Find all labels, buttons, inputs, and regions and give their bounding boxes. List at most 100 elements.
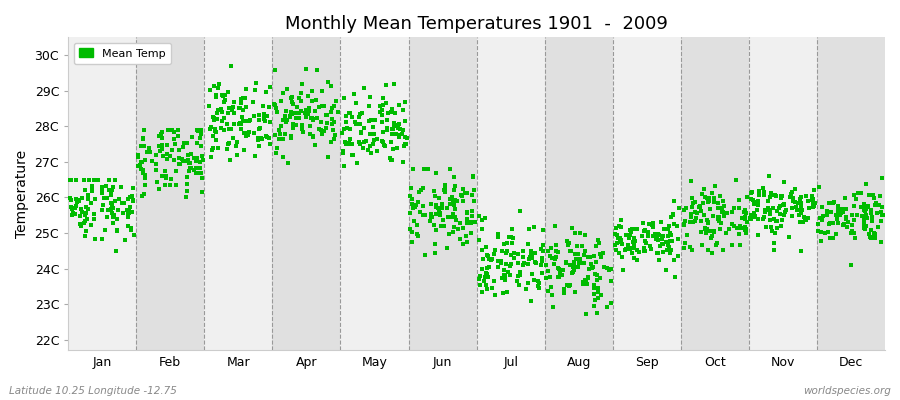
Point — [578, 232, 592, 238]
Point — [531, 283, 545, 289]
Point — [465, 208, 480, 214]
Point — [738, 227, 752, 233]
Point — [547, 223, 562, 229]
Point — [480, 271, 494, 277]
Point — [64, 176, 78, 183]
Point — [337, 148, 351, 154]
Point — [78, 218, 93, 224]
Point — [774, 195, 788, 201]
Point — [208, 126, 222, 132]
Point — [63, 177, 77, 184]
Point — [121, 211, 135, 217]
Point — [758, 207, 772, 213]
Point — [511, 260, 526, 266]
Point — [427, 222, 441, 228]
Point — [106, 212, 121, 218]
Point — [774, 192, 788, 199]
Point — [688, 199, 703, 206]
Point — [432, 210, 446, 216]
Point — [611, 222, 625, 229]
Point — [495, 248, 509, 254]
Point — [220, 146, 234, 153]
Point — [561, 242, 575, 248]
Point — [614, 217, 628, 223]
Point — [656, 233, 670, 240]
Point — [218, 97, 232, 104]
Point — [485, 285, 500, 292]
Point — [660, 246, 674, 253]
Point — [179, 140, 194, 146]
Point — [696, 200, 710, 206]
Point — [135, 192, 149, 199]
Point — [689, 210, 704, 216]
Point — [114, 200, 129, 206]
Point — [823, 235, 837, 242]
Point — [259, 88, 274, 95]
Point — [312, 125, 327, 132]
Point — [238, 104, 253, 110]
Point — [521, 260, 535, 267]
Point — [806, 196, 820, 202]
Point — [225, 135, 239, 141]
Point — [229, 143, 243, 149]
Point — [652, 232, 667, 238]
Point — [302, 123, 317, 129]
Point — [314, 130, 328, 137]
Point — [324, 139, 338, 146]
Point — [645, 219, 660, 226]
Point — [428, 250, 442, 256]
Point — [417, 166, 431, 172]
Point — [626, 241, 641, 248]
Point — [348, 100, 363, 106]
Point — [250, 137, 265, 144]
Point — [420, 166, 435, 172]
Point — [858, 226, 872, 232]
Point — [68, 211, 83, 218]
Point — [748, 213, 762, 220]
Point — [624, 229, 638, 236]
Point — [448, 196, 463, 203]
Point — [535, 258, 549, 264]
Point — [857, 207, 871, 214]
Point — [562, 281, 577, 288]
Point — [403, 226, 418, 232]
Point — [543, 274, 557, 280]
Point — [677, 222, 691, 228]
Point — [384, 156, 399, 163]
Point — [495, 275, 509, 281]
Point — [496, 290, 510, 296]
Point — [700, 217, 715, 224]
Point — [335, 130, 349, 136]
Point — [127, 232, 141, 238]
Point — [769, 218, 783, 224]
Point — [854, 190, 868, 196]
Bar — [273, 2, 340, 386]
Point — [701, 220, 716, 226]
Point — [212, 81, 226, 88]
Point — [655, 249, 670, 255]
Point — [468, 218, 482, 225]
Point — [734, 215, 749, 221]
Point — [835, 222, 850, 229]
Point — [338, 139, 352, 145]
Point — [612, 250, 626, 256]
Point — [278, 114, 293, 120]
Point — [459, 233, 473, 239]
Point — [726, 222, 741, 229]
Point — [702, 194, 716, 201]
Point — [854, 204, 868, 210]
Point — [136, 134, 150, 141]
Point — [502, 234, 517, 240]
Point — [437, 184, 452, 191]
Point — [256, 102, 270, 109]
Point — [698, 224, 712, 231]
Point — [694, 218, 708, 224]
Point — [604, 300, 618, 306]
Point — [788, 199, 802, 205]
Point — [479, 282, 493, 289]
Point — [73, 221, 87, 228]
Point — [769, 193, 783, 200]
Point — [121, 208, 135, 215]
Point — [679, 205, 693, 211]
Point — [600, 265, 615, 271]
